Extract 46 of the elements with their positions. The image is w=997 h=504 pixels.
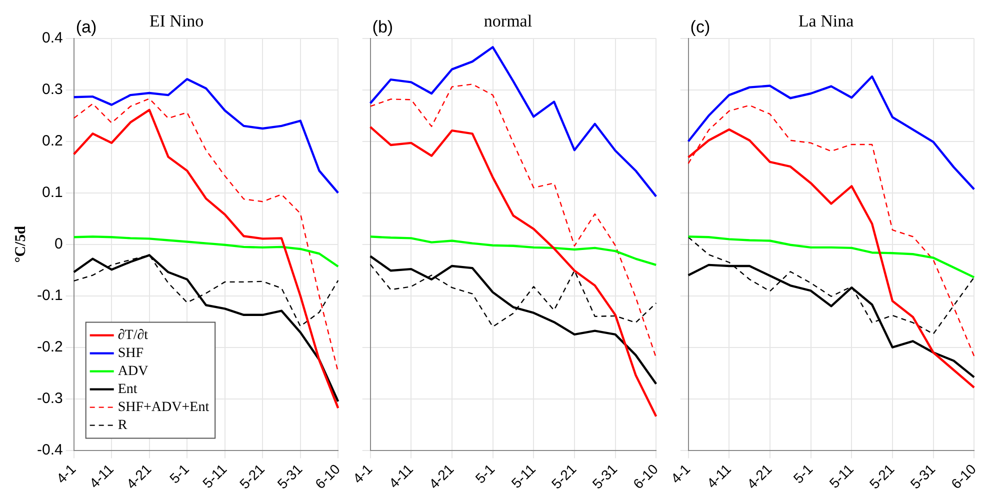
x-tick-label: 6-10 [948,460,980,492]
text: (c) [690,18,710,37]
legend-label: ∂T/∂t [118,328,148,343]
legend-label: SHF [118,346,144,361]
legend-label: SHF+ADV+Ent [118,400,210,415]
chart-title: normal [484,12,532,31]
chart-title: EI Nino [149,12,204,31]
x-tick-label: 4-11 [704,460,734,492]
y-axis-title: °C/5d [12,225,29,263]
x-tick-label: 5-1 [790,460,816,486]
y-tick-label: -0.4 [36,441,63,458]
x-tick-label: 6-10 [312,460,344,492]
x-tick-label: 4-1 [668,460,694,486]
x-tick-label: 5-21 [866,460,898,492]
x-tick-label: 4-21 [744,460,775,492]
y-tick-label: -0.2 [36,338,63,356]
x-tick-label: 5-11 [826,460,857,492]
x-tick-label: 5-1 [166,460,192,486]
y-tick-label: 0.2 [42,132,63,150]
chart-title: La Nina [798,12,854,31]
y-tick-label: -0.3 [36,390,63,407]
x-tick-label: 4-11 [386,460,416,492]
x-tick-label: 4-1 [53,460,79,486]
y-tick-label: 0.1 [42,184,63,202]
y-tick-label: 0 [54,235,63,252]
x-tick-label: 5-31 [274,460,306,492]
x-tick-label: 5-1 [472,460,498,486]
x-tick-label: 4-1 [350,460,376,486]
x-tick-label: 6-10 [630,460,662,492]
x-tick-label: 5-31 [907,460,938,492]
legend-label: Ent [118,382,138,397]
x-tick-label: 5-21 [236,460,268,492]
text: (b) [372,18,394,37]
x-tick-label: 5-21 [548,460,580,492]
x-tick-label: 5-11 [508,460,539,492]
text: (a) [76,18,97,37]
x-tick-label: 4-21 [426,460,457,492]
x-tick-label: 4-11 [86,460,117,492]
x-tick-label: 5-11 [199,460,230,492]
legend-label: ADV [118,364,148,379]
legend-label: R [118,418,128,433]
x-tick-label: 5-31 [589,460,620,492]
y-tick-label: 0.4 [42,30,63,47]
y-tick-label: -0.1 [36,286,63,304]
y-tick-label: 0.3 [42,81,63,98]
x-tick-label: 4-21 [123,460,154,492]
